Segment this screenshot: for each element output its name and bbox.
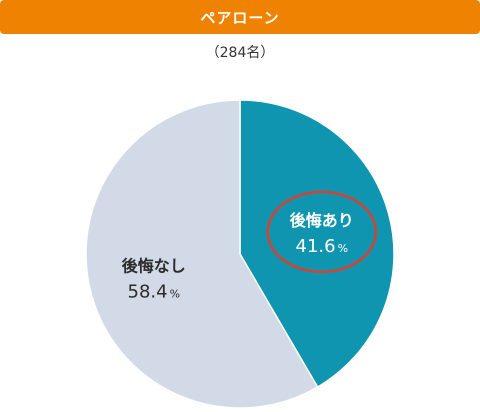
header-bar: ペアローン [0,0,480,34]
slice-label: 後悔あり [290,211,354,230]
chart-title: ペアローン [200,8,280,27]
pie-slice-no-regret [85,99,319,409]
slice-label: 後悔なし [122,256,186,275]
respondent-count: （284名） [205,45,275,61]
pie-slices [85,99,395,409]
pie-labels: 後悔あり 41.6 % 後悔なし 58.4% [122,190,378,302]
highlight-ring [266,190,378,274]
pie-slice-regret [239,99,395,389]
slice-value: 41.6% [296,236,349,257]
slice-value: 58.4% [128,281,181,302]
